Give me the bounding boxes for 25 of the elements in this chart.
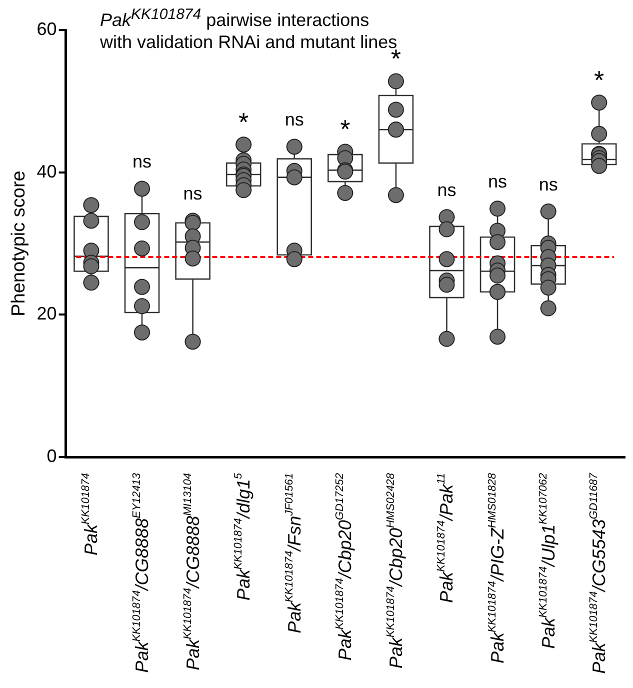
annotation: ns [437,180,456,200]
annotation: ns [132,152,152,172]
x-tick-label: PakKK101874/dlg15 [232,472,254,601]
annotation: * [340,114,350,144]
x-tick-label: PakKK101874 [80,472,102,556]
annotation: ns [538,174,558,194]
x-tick-label: PakKK101874/PIG-ZHMS01828 [486,472,508,664]
y-tick-label: 40 [36,161,57,182]
y-axis-title: Phenotypic score [8,170,30,316]
x-tick-label: PakKK101874/Cbp20HMS02428 [384,472,406,668]
x-tick-label: PakKK101874/CG5543GD11687 [588,472,610,674]
y-tick-label: 20 [36,304,57,324]
x-tick-label: PakKK101874/FsnJF01561 [283,472,304,634]
x-tick-label: PakKK101874/Cbp20GD17252 [334,472,356,661]
x-tick-label: PakKK101874/CG8888EY12413 [131,472,152,673]
y-tick-label: 0 [46,446,57,466]
annotation: * [594,64,604,95]
y-tick-label: 60 [36,18,57,39]
annotation: * [238,106,249,137]
annotation: ns [183,184,202,204]
annotation: ns [284,110,304,130]
annotation: ns [488,172,508,192]
x-tick-label: PakKK101874/CG8888MI13104 [182,472,203,670]
x-tick-label: PakKK101874/Pak11 [436,472,457,603]
x-tick-label: PakKK101874/Ulp1KK107062 [537,472,558,649]
